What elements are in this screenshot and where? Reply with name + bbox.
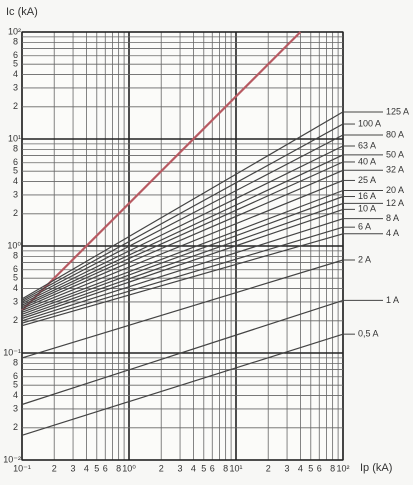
series-label: 1 A [386,295,399,305]
series-label: 63 A [358,140,376,150]
series-label: 0,5 A [358,329,379,339]
y-axis-label: Ic (kA) [6,6,38,18]
y-tick-label: 6 [13,50,18,60]
x-tick-label: 8 [330,463,335,473]
x-tick-label: 8 [223,463,228,473]
series-line [21,189,344,313]
y-tick-label: 5 [13,166,18,176]
x-tick-label: 2 [159,463,164,473]
y-tick-label: 3 [13,189,18,199]
series-label: 16 A [358,191,376,201]
series-label: 25 A [358,175,376,185]
series-line [21,31,302,312]
series-label: 40 A [358,156,376,166]
y-tick-label: 4 [13,390,18,400]
x-tick-label: 6 [317,463,322,473]
series-line [21,134,344,303]
x-tick-label: 10⁰ [122,463,136,473]
y-tick-label: 4 [13,283,18,293]
series-line [21,233,344,327]
y-tick-label: 4 [13,69,18,79]
series-line [21,259,344,359]
y-tick-label: 3 [13,296,18,306]
y-tick-label: 8 [13,358,18,368]
y-tick-label: 5 [13,59,18,69]
x-tick-label: 10¹ [229,463,242,473]
y-tick-label: 8 [13,251,18,261]
x-tick-label: 4 [84,463,89,473]
x-tick-label: 2 [266,463,271,473]
y-tick-label: 3 [13,82,18,92]
x-tick-label: 3 [285,463,290,473]
series-line [21,154,344,306]
x-tick-label: 4 [298,463,303,473]
series-line [21,208,344,320]
x-tick-label: 5 [94,463,99,473]
series-label: 50 A [386,149,404,159]
x-tick-label: 10² [336,463,349,473]
series-line [21,145,344,305]
series-label: 20 A [386,185,404,195]
series-line [21,299,344,406]
x-tick-label: 6 [210,463,215,473]
y-tick-label: 4 [13,176,18,186]
y-tick-label: 5 [13,380,18,390]
y-tick-label: 6 [13,371,18,381]
series-line [21,218,344,322]
x-tick-label: 5 [308,463,313,473]
series-label: 12 A [386,198,404,208]
series-line [21,161,344,308]
series-line [21,333,344,436]
y-tick-label: 10² [8,26,21,36]
x-tick-label: 5 [201,463,206,473]
x-tick-label: 3 [71,463,76,473]
series-label: 4 A [386,228,399,238]
y-tick-label: 2 [13,101,18,111]
y-tick-label: 6 [13,157,18,167]
series-line [21,169,344,310]
x-axis-label: Ip (kA) [360,462,392,474]
series-line [21,195,344,315]
series-label: 32 A [386,165,404,175]
series-label: 125 A [386,106,409,116]
x-tick-label: 8 [116,463,121,473]
y-tick-label: 8 [13,37,18,47]
series-label: 2 A [358,254,371,264]
series-line [21,123,344,301]
y-tick-label: 2 [13,315,18,325]
x-tick-label: 10⁻¹ [13,463,31,473]
y-tick-label: 10⁻² [3,454,21,464]
series-line [21,179,344,311]
x-tick-label: 2 [52,463,57,473]
x-tick-label: 3 [178,463,183,473]
series-line [21,111,344,300]
x-tick-label: 4 [191,463,196,473]
series-label: 100 A [358,118,381,128]
x-tick-label: 6 [103,463,108,473]
y-tick-label: 2 [13,422,18,432]
y-tick-label: 10¹ [8,133,21,143]
y-tick-label: 5 [13,273,18,283]
y-tick-label: 3 [13,403,18,413]
series-label: 6 A [358,222,371,232]
series-label: 80 A [386,129,404,139]
y-tick-label: 10⁻¹ [3,347,21,357]
y-tick-label: 10⁰ [7,240,21,250]
y-tick-label: 6 [13,264,18,274]
series-label: 8 A [386,213,399,223]
y-tick-label: 2 [13,208,18,218]
series-line [21,226,344,324]
y-tick-label: 8 [13,144,18,154]
series-label: 10 A [358,204,376,214]
series-line [21,202,344,317]
